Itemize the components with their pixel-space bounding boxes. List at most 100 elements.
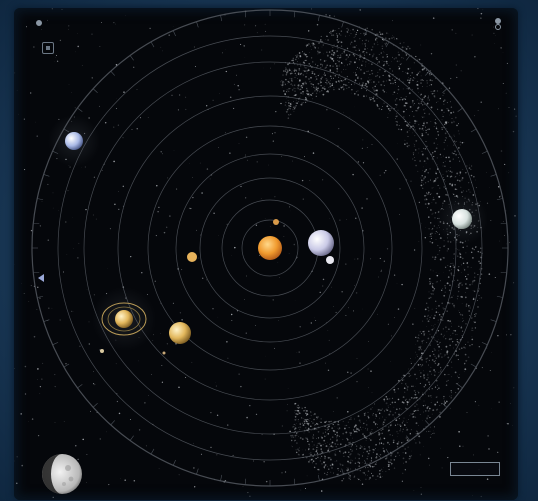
milky-way-star [373,53,375,55]
milky-way-star [424,95,427,98]
milky-way-star [447,276,450,278]
milky-way-star [443,245,445,247]
milky-way-star [293,426,295,428]
star [478,404,480,406]
mercury[interactable] [273,219,279,225]
milky-way-star [405,437,408,439]
radio-icon[interactable] [495,18,501,24]
milky-way-star [404,139,406,141]
milky-way-star [422,80,424,82]
milky-way-star [370,476,371,478]
milky-way-star [399,99,401,101]
secondary-action-button[interactable] [452,480,500,492]
milky-way-star [324,443,326,444]
milky-way-star [420,372,422,374]
milky-way-star [288,105,290,107]
milky-way-star [431,80,433,82]
star [98,105,100,107]
milky-way-star [435,357,437,359]
milky-way-star [376,33,378,35]
speed-controls[interactable] [36,20,45,26]
star [510,334,512,336]
sun[interactable] [258,236,282,260]
jupiter[interactable] [169,322,191,344]
milky-way-star [420,364,421,366]
star [24,365,27,368]
milky-way-star [406,420,407,422]
milky-way-star [286,92,288,93]
comet-marker-icon[interactable] [38,274,44,282]
milky-way-star [428,381,430,383]
milky-way-star [324,72,325,74]
milky-way-star [386,62,388,65]
star [77,257,79,259]
milky-way-star [366,90,368,92]
star [77,458,79,460]
milky-way-star [349,432,351,434]
milky-way-star [437,108,439,110]
milky-way-star [363,448,364,450]
venus[interactable] [308,230,334,256]
star [378,276,379,278]
milky-way-star [297,64,299,66]
milky-way-star [378,443,380,445]
star [118,412,121,415]
settings-icon[interactable] [42,42,54,54]
milky-way-star [357,76,359,77]
milky-way-star [442,165,444,167]
moon-phase-icon[interactable] [40,452,84,496]
milky-way-star [396,113,397,115]
star [147,117,149,118]
milky-way-star [447,374,449,375]
milky-way-star [446,380,448,382]
star [357,258,359,260]
milky-way-star [370,439,372,441]
milky-way-star [368,77,370,79]
radio-icon[interactable] [36,20,42,26]
milky-way-star [429,355,431,357]
milky-way-star [358,59,360,61]
milky-way-star [415,351,416,353]
milky-way-star [381,60,383,61]
milky-way-star [458,286,460,289]
star [338,74,340,76]
neptune[interactable] [65,132,83,150]
milky-way-star [377,33,379,35]
star [328,339,330,341]
orrery-canvas[interactable] [14,8,518,500]
milky-way-star [398,413,400,416]
solar-system-viewport[interactable] [14,8,518,500]
milky-way-star [426,326,427,327]
view-option-1[interactable] [495,18,504,24]
milky-way-star [324,73,326,74]
milky-way-star [452,193,453,195]
saturn[interactable] [115,310,133,328]
milky-way-star [366,463,368,465]
milky-way-star [349,461,352,464]
speed-row[interactable] [36,20,45,26]
milky-way-star [477,250,480,253]
milky-way-star [348,446,350,447]
earth[interactable] [326,256,334,264]
milky-way-star [355,425,357,427]
view-option-2[interactable] [495,24,504,30]
mars[interactable] [187,252,197,262]
star [36,135,38,137]
primary-action-button[interactable] [450,462,500,476]
milky-way-star [311,92,313,94]
milky-way-star [423,177,425,179]
star [493,32,495,35]
star [52,192,54,194]
uranus[interactable] [452,209,472,229]
milky-way-star [449,182,451,185]
milky-way-star [341,45,343,47]
milky-way-star [294,94,297,97]
milky-way-star [457,295,459,297]
radio-icon[interactable] [495,24,501,30]
view-options[interactable] [495,18,504,30]
milky-way-star [354,35,356,37]
star [370,461,371,463]
milky-way-star [458,376,460,379]
star [287,404,289,405]
milky-way-star [367,81,369,83]
